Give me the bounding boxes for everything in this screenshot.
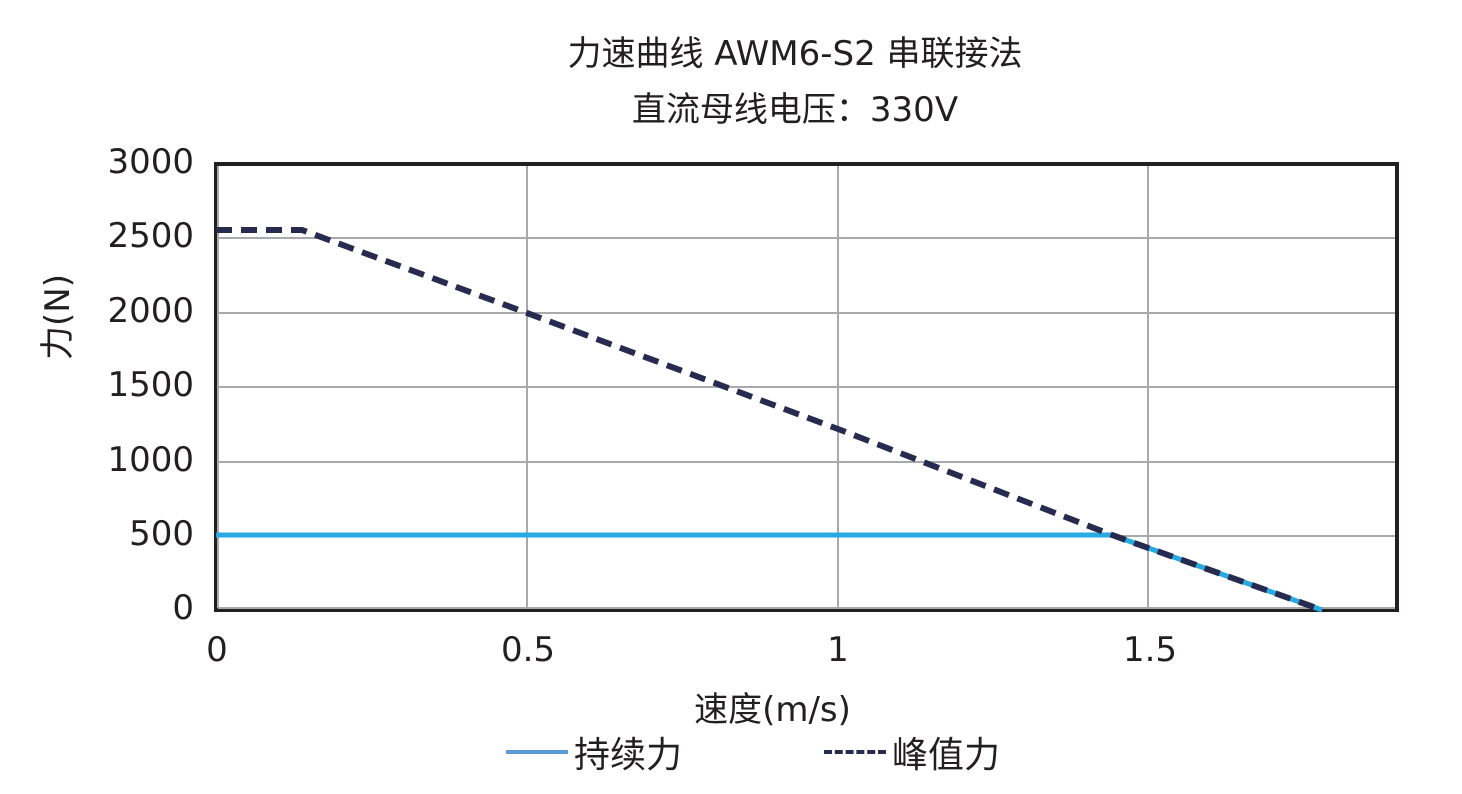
legend-dashed-line-icon	[824, 750, 886, 754]
series-continuous-force	[216, 532, 1323, 613]
x-tick: 1	[827, 630, 849, 670]
chart-title: 力速曲线 AWM6-S2 串联接法	[567, 34, 1023, 74]
x-tick: 0.5	[500, 630, 556, 670]
y-tick: 2000	[107, 291, 194, 331]
y-tick: 0	[172, 588, 194, 628]
y-tick: 500	[129, 514, 194, 554]
x-tick: 1.5	[1122, 630, 1178, 670]
legend-item-continuous: 持续力	[506, 726, 682, 778]
legend-item-peak: 峰值力	[824, 726, 1000, 778]
legend-label: 持续力	[574, 735, 683, 776]
x-tick: 0	[206, 630, 228, 670]
y-tick: 2500	[107, 216, 194, 256]
chart-subtitle: 直流母线电压：330V	[631, 90, 959, 130]
gridlines	[216, 164, 1397, 610]
legend-solid-line-icon	[506, 750, 568, 754]
plot-frame	[214, 162, 1399, 612]
y-tick: 3000	[107, 142, 194, 182]
series-peak-force	[216, 227, 1324, 613]
x-axis-label: 速度(m/s)	[694, 690, 851, 730]
y-axis-label: 力(N)	[38, 274, 78, 360]
y-tick: 1500	[107, 365, 194, 405]
y-tick: 1000	[107, 440, 194, 480]
legend-label: 峰值力	[892, 735, 1001, 776]
